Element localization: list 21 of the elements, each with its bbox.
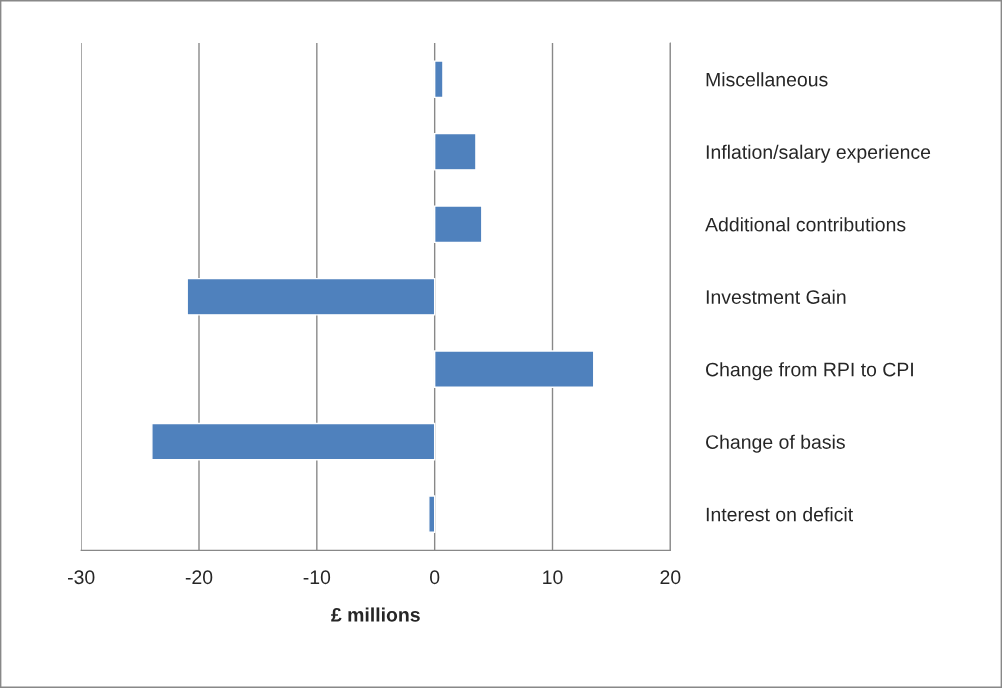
bar	[433, 205, 483, 244]
y-tick-label: Inflation/salary experience	[706, 144, 931, 163]
y-tick-label: Change from RPI to CPI	[706, 362, 913, 381]
bar	[186, 277, 436, 316]
y-tick-label: Interest on deficit	[706, 507, 853, 522]
bar	[433, 132, 477, 171]
x-tick-label: -30	[67, 570, 95, 585]
y-tick-label: Change of basis	[706, 434, 845, 453]
x-axis-title: £ millions	[331, 607, 420, 622]
y-tick-label: Additional contributions	[705, 217, 906, 232]
bar	[151, 422, 436, 461]
bar	[433, 60, 444, 99]
y-tick-label: Investment Gain	[706, 289, 846, 304]
x-tick-label: -20	[185, 570, 213, 585]
x-tick-label: 0	[430, 570, 440, 585]
x-tick-label: 20	[660, 570, 681, 585]
x-tick-label: 10	[543, 570, 563, 585]
y-tick-label: Miscellaneous	[706, 72, 828, 87]
x-tick-label: -10	[303, 570, 331, 585]
bar	[433, 350, 595, 389]
bar	[428, 495, 436, 533]
